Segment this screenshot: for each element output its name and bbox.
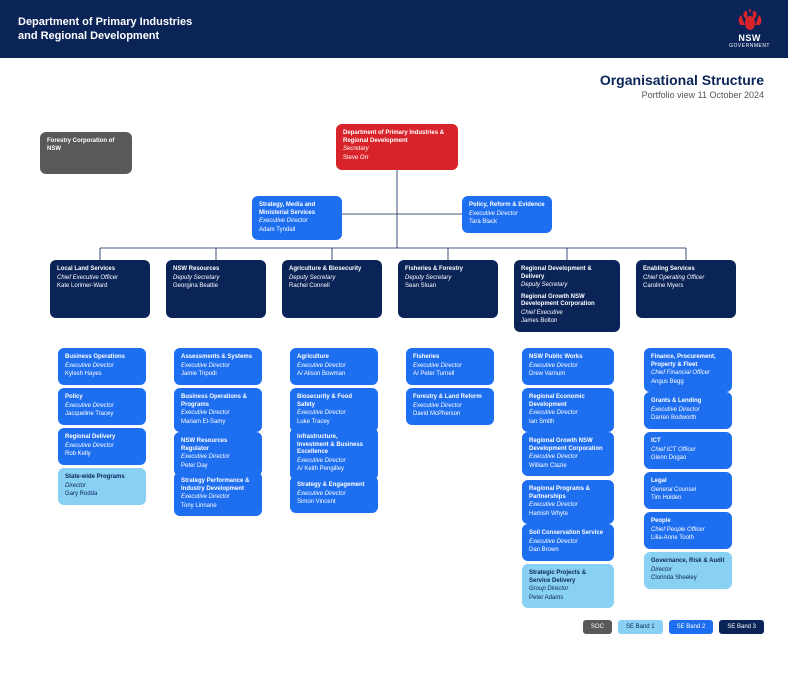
org-node-rd6: Strategic Projects & Service DeliveryGro…: [522, 564, 614, 608]
header-title: Department of Primary Industries and Reg…: [18, 15, 192, 44]
logo-subtext: GOVERNMENT: [729, 43, 770, 49]
org-node-root: Department of Primary Industries & Regio…: [336, 124, 458, 170]
org-node-policy_reform: Policy, Reform & EvidenceExecutive Direc…: [462, 196, 552, 233]
org-node-en2: Grants & LendingExecutive DirectorDarren…: [644, 392, 732, 429]
org-node-lls: Local Land ServicesChief Executive Offic…: [50, 260, 150, 318]
legend-band3: SE Band 3: [719, 620, 764, 634]
org-node-forestry: Forestry Corporation of NSW: [40, 132, 132, 174]
header-title-line1: Department of Primary Industries: [18, 15, 192, 29]
org-node-en3: ICTChief ICT OfficerGlenn Dogao: [644, 432, 732, 469]
logo-text: NSW: [738, 33, 761, 43]
org-node-ff2: Forestry & Land ReformExecutive Director…: [406, 388, 494, 425]
org-node-agbio: Agriculture & BiosecurityDeputy Secretar…: [282, 260, 382, 318]
org-node-fishfor: Fisheries & ForestryDeputy SecretarySean…: [398, 260, 498, 318]
org-node-ff1: FisheriesExecutive DirectorA/ Peter Turn…: [406, 348, 494, 385]
org-node-rd1: NSW Public WorksExecutive DirectorDrew V…: [522, 348, 614, 385]
org-node-nswr4: Strategy Performance & Industry Developm…: [174, 472, 262, 516]
legend-band1: SE Band 1: [618, 620, 663, 634]
org-node-en5: PeopleChief People OfficerLilia-Anne Too…: [644, 512, 732, 549]
org-node-rd3: Regional Growth NSW Development Corporat…: [522, 432, 614, 476]
org-node-ag2: Biosecurity & Food SafetyExecutive Direc…: [290, 388, 378, 432]
org-node-rdd: Regional Development & DeliveryDeputy Se…: [514, 260, 620, 332]
waratah-icon: [733, 9, 767, 31]
legend-soc: SOC: [583, 620, 612, 634]
org-node-lls2: PolicyExecutive DirectorJacqueline Trace…: [58, 388, 146, 425]
page-subtitle: Portfolio view 11 October 2024: [0, 90, 764, 100]
org-node-nswr1: Assessments & SystemsExecutive DirectorJ…: [174, 348, 262, 385]
nsw-logo: NSW GOVERNMENT: [729, 9, 770, 49]
page-title: Organisational Structure: [0, 72, 764, 88]
org-node-ag1: AgricultureExecutive DirectorA/ Alison B…: [290, 348, 378, 385]
org-node-lls4: State-wide ProgramsDirectorGary Rodda: [58, 468, 146, 505]
page-title-block: Organisational Structure Portfolio view …: [0, 58, 788, 104]
org-node-ag3: Infrastructure, Investment & Business Ex…: [290, 428, 378, 480]
org-node-nswr2: Business Operations & ProgramsExecutive …: [174, 388, 262, 432]
org-node-lls1: Business OperationsExecutive DirectorKyl…: [58, 348, 146, 385]
org-node-en4: LegalGeneral CounselTim Holden: [644, 472, 732, 509]
org-chart: Forestry Corporation of NSW Department of…: [0, 104, 788, 614]
org-node-enabling: Enabling ServicesChief Operating Officer…: [636, 260, 736, 318]
page-header: Department of Primary Industries and Reg…: [0, 0, 788, 58]
header-title-line2: and Regional Development: [18, 29, 192, 43]
org-node-rd4: Regional Programs & PartnershipsExecutiv…: [522, 480, 614, 524]
org-node-strategy_media: Strategy, Media and Ministerial Services…: [252, 196, 342, 240]
org-node-rd2: Regional Economic DevelopmentExecutive D…: [522, 388, 614, 432]
org-node-en1: Finance, Procurement, Property & FleetCh…: [644, 348, 732, 392]
org-node-ag4: Strategy & EngagementExecutive DirectorS…: [290, 476, 378, 513]
org-node-nswr: NSW ResourcesDeputy SecretaryGeorgina Be…: [166, 260, 266, 318]
org-node-rd5: Soil Conservation ServiceExecutive Direc…: [522, 524, 614, 561]
org-node-en6: Governance, Risk & AuditDirectorClorinda…: [644, 552, 732, 589]
legend-band2: SE Band 2: [669, 620, 714, 634]
org-node-nswr3: NSW Resources RegulatorExecutive Directo…: [174, 432, 262, 476]
org-node-lls3: Regional DeliveryExecutive DirectorRob K…: [58, 428, 146, 465]
legend: SOC SE Band 1 SE Band 2 SE Band 3: [0, 614, 788, 648]
